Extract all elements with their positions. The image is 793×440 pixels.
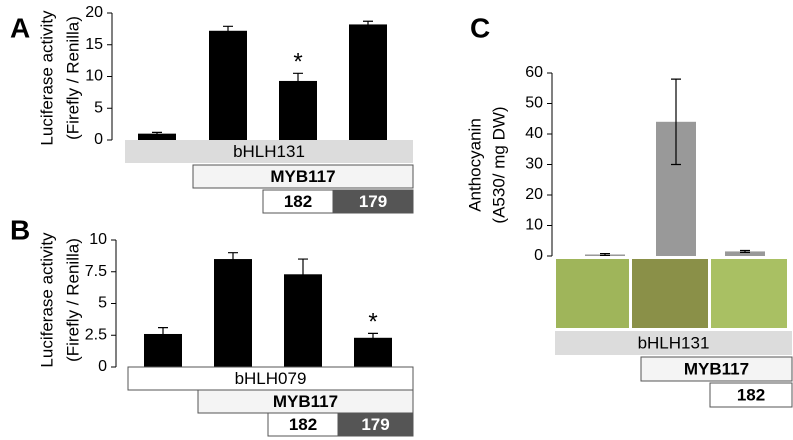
- y-tick-label: 15: [85, 36, 103, 53]
- bar: [279, 80, 317, 140]
- error-bar: [158, 327, 168, 341]
- error-bar: [368, 332, 378, 343]
- leaf-photo: [711, 259, 787, 328]
- y-tick-label: 5: [94, 99, 103, 116]
- error-bar: [223, 25, 233, 36]
- error-bar: [298, 258, 308, 291]
- construct-label: 179: [359, 192, 387, 211]
- construct-label: bHLH131: [638, 333, 710, 352]
- bar: [725, 251, 765, 256]
- y-axis-label: (Firefly / Renilla): [63, 16, 82, 140]
- y-axis-label: Luciferase activity: [37, 10, 56, 146]
- construct-label: MYB117: [270, 167, 335, 186]
- y-tick-label: 7.5: [85, 263, 107, 280]
- construct-box: [640, 356, 793, 382]
- bar: [214, 259, 252, 367]
- construct-label: 182: [737, 385, 765, 404]
- error-bar: [671, 78, 681, 166]
- panel-label: A: [10, 12, 30, 43]
- y-tick-label: 40: [525, 125, 543, 142]
- error-bar: [293, 72, 303, 90]
- construct-label: bHLH131: [233, 142, 305, 161]
- construct-box: [709, 382, 793, 408]
- construct-label: MYB117: [273, 392, 338, 411]
- y-tick-label: 5: [98, 295, 107, 312]
- panel-label: C: [470, 12, 490, 43]
- construct-box: [337, 412, 414, 437]
- y-tick-label: 60: [525, 64, 543, 81]
- construct-label: 182: [289, 415, 317, 434]
- y-tick-label: 0: [534, 247, 543, 264]
- bar: [349, 24, 387, 140]
- construct-box: [555, 331, 792, 355]
- y-tick-label: 10: [85, 68, 103, 85]
- error-bar: [740, 249, 750, 253]
- leaf-photos: [556, 259, 787, 328]
- annotation: *: [293, 49, 302, 76]
- y-tick-label: 20: [525, 186, 543, 203]
- y-tick-label: 2.5: [85, 326, 107, 343]
- annotation: *: [368, 309, 377, 336]
- y-tick-label: 10: [89, 231, 107, 248]
- construct-label: MYB117: [684, 359, 749, 378]
- construct-label: bHLH079: [235, 369, 307, 388]
- bar: [138, 133, 176, 140]
- y-axis-label: (Firefly / Renilla): [63, 238, 82, 362]
- y-tick-label: 0: [94, 131, 103, 148]
- y-axis-label: Luciferase activity: [37, 232, 56, 368]
- error-bar: [363, 20, 373, 29]
- y-axis-label: Anthocyanin: [465, 118, 484, 212]
- error-bar: [600, 252, 610, 256]
- construct-label: 182: [284, 192, 312, 211]
- y-tick-label: 0: [98, 358, 107, 375]
- construct-box: [332, 189, 414, 214]
- construct-box: [125, 140, 413, 163]
- y-tick-label: 30: [525, 156, 543, 173]
- construct-label: 179: [361, 415, 389, 434]
- y-tick-label: 10: [525, 217, 543, 234]
- error-bar: [228, 252, 238, 266]
- leaf-photo: [632, 259, 708, 328]
- bar: [209, 30, 247, 141]
- construct-box: [192, 164, 414, 189]
- panel-label: B: [10, 214, 30, 245]
- y-tick-label: 20: [85, 4, 103, 21]
- y-axis-label: (A530/ mg DW): [489, 106, 508, 223]
- error-bar: [152, 131, 162, 136]
- leaf-photo: [556, 259, 629, 328]
- y-tick-label: 50: [525, 95, 543, 112]
